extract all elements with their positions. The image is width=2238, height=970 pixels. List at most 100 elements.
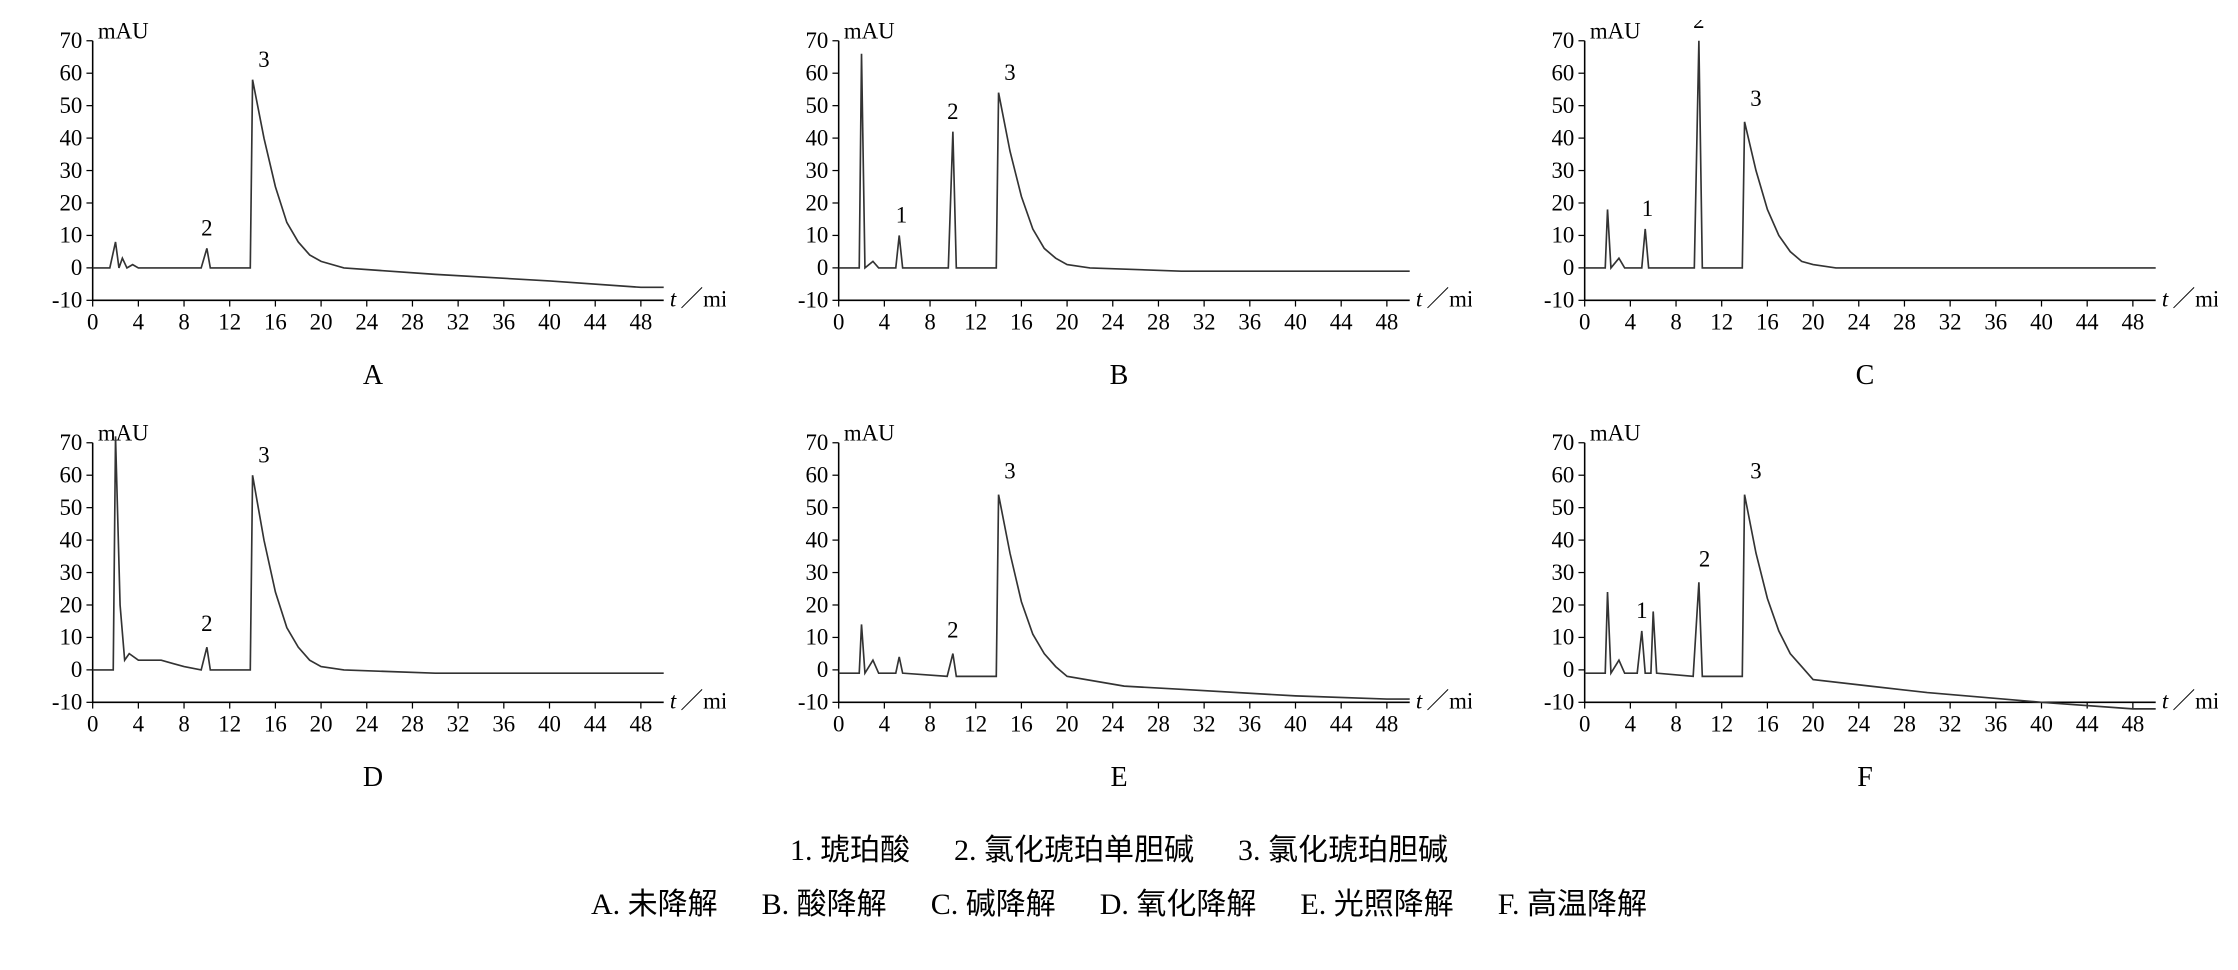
svg-text:24: 24 (1847, 309, 1870, 334)
svg-text:16: 16 (1010, 712, 1033, 737)
svg-text:2: 2 (201, 216, 212, 241)
svg-text:8: 8 (924, 712, 935, 737)
svg-text:60: 60 (1551, 463, 1574, 488)
svg-text:30: 30 (1551, 158, 1574, 183)
legend-conditions-row: A. 未降解B. 酸降解C. 碱降解D. 氧化降解E. 光照降解F. 高温降解 (20, 878, 2218, 932)
svg-text:12: 12 (964, 309, 987, 334)
svg-text:60: 60 (805, 60, 828, 85)
svg-text:30: 30 (805, 158, 828, 183)
svg-text:-10: -10 (1544, 288, 1574, 313)
svg-text:70: 70 (1551, 430, 1574, 455)
svg-text:40: 40 (2030, 309, 2053, 334)
svg-text:8: 8 (178, 712, 189, 737)
svg-text:10: 10 (1551, 625, 1574, 650)
svg-text:40: 40 (538, 712, 561, 737)
svg-text:40: 40 (1551, 528, 1574, 553)
svg-text:50: 50 (1551, 93, 1574, 118)
svg-text:48: 48 (1375, 712, 1398, 737)
svg-text:20: 20 (310, 712, 333, 737)
svg-text:32: 32 (1193, 712, 1216, 737)
svg-text:44: 44 (1330, 309, 1353, 334)
svg-text:60: 60 (1551, 60, 1574, 85)
svg-text:28: 28 (1147, 309, 1170, 334)
svg-text:8: 8 (1670, 309, 1681, 334)
svg-text:60: 60 (805, 463, 828, 488)
chromatogram-panel-E: -10010203040506070mAU0481216202428323640… (766, 422, 1472, 794)
svg-text:2: 2 (201, 611, 212, 636)
svg-text:24: 24 (1101, 309, 1124, 334)
svg-text:36: 36 (1238, 712, 1261, 737)
svg-text:12: 12 (964, 712, 987, 737)
legend-condition-E: E. 光照降解 (1300, 888, 1453, 921)
svg-text:40: 40 (2030, 712, 2053, 737)
svg-text:20: 20 (1551, 592, 1574, 617)
svg-text:24: 24 (1101, 712, 1124, 737)
svg-text:70: 70 (59, 28, 82, 53)
svg-text:t: t (2162, 287, 2169, 312)
chromatogram-grid: -10010203040506070mAU0481216202428323640… (20, 20, 2218, 794)
svg-text:0: 0 (87, 712, 98, 737)
svg-text:-10: -10 (52, 288, 82, 313)
svg-text:16: 16 (264, 309, 287, 334)
svg-text:3: 3 (1750, 459, 1761, 484)
svg-text:20: 20 (59, 592, 82, 617)
svg-text:0: 0 (71, 657, 82, 682)
panel-svg-D: -10010203040506070mAU0481216202428323640… (20, 422, 726, 754)
svg-text:36: 36 (1984, 309, 2007, 334)
svg-text:32: 32 (447, 712, 470, 737)
svg-text:4: 4 (879, 309, 891, 334)
svg-text:0: 0 (833, 309, 844, 334)
svg-text:20: 20 (310, 309, 333, 334)
svg-text:12: 12 (218, 712, 241, 737)
svg-text:-10: -10 (798, 288, 828, 313)
svg-text:40: 40 (1284, 309, 1307, 334)
svg-text:30: 30 (59, 560, 82, 585)
svg-text:10: 10 (1551, 223, 1574, 248)
panel-label-F: F (1512, 762, 2218, 794)
svg-text:28: 28 (401, 712, 424, 737)
svg-text:20: 20 (1056, 309, 1079, 334)
svg-text:20: 20 (805, 592, 828, 617)
svg-text:3: 3 (1004, 60, 1015, 85)
svg-text:-10: -10 (798, 690, 828, 715)
svg-text:4: 4 (1625, 712, 1637, 737)
svg-text:／min: ／min (2172, 287, 2218, 312)
svg-text:50: 50 (805, 495, 828, 520)
svg-text:30: 30 (1551, 560, 1574, 585)
svg-text:mAU: mAU (844, 422, 895, 446)
svg-text:0: 0 (1563, 657, 1574, 682)
svg-text:24: 24 (1847, 712, 1870, 737)
svg-text:／min: ／min (2172, 689, 2218, 714)
svg-text:40: 40 (1551, 125, 1574, 150)
svg-text:4: 4 (133, 712, 145, 737)
svg-text:48: 48 (629, 309, 652, 334)
svg-text:0: 0 (1579, 309, 1590, 334)
svg-text:24: 24 (355, 309, 378, 334)
svg-text:mAU: mAU (98, 20, 149, 44)
svg-text:／min: ／min (1426, 689, 1472, 714)
svg-text:8: 8 (1670, 712, 1681, 737)
svg-text:44: 44 (1330, 712, 1353, 737)
svg-text:4: 4 (879, 712, 891, 737)
svg-text:70: 70 (1551, 28, 1574, 53)
svg-text:40: 40 (805, 528, 828, 553)
svg-text:48: 48 (629, 712, 652, 737)
svg-text:16: 16 (264, 712, 287, 737)
svg-text:0: 0 (817, 657, 828, 682)
svg-text:12: 12 (1710, 309, 1733, 334)
svg-text:44: 44 (584, 309, 607, 334)
legend-peak-1: 1. 琥珀酸 (790, 834, 910, 867)
svg-text:44: 44 (2076, 309, 2099, 334)
panel-svg-A: -10010203040506070mAU0481216202428323640… (20, 20, 726, 352)
legend-condition-F: F. 高温降解 (1498, 888, 1647, 921)
legend-peak-3: 3. 氯化琥珀胆碱 (1238, 834, 1448, 867)
svg-text:／min: ／min (680, 689, 726, 714)
svg-text:10: 10 (59, 625, 82, 650)
legend-condition-C: C. 碱降解 (931, 888, 1056, 921)
svg-text:mAU: mAU (844, 20, 895, 44)
svg-text:44: 44 (584, 712, 607, 737)
svg-text:／min: ／min (1426, 287, 1472, 312)
svg-text:mAU: mAU (1590, 422, 1641, 446)
svg-text:-10: -10 (52, 690, 82, 715)
panel-label-D: D (20, 762, 726, 794)
